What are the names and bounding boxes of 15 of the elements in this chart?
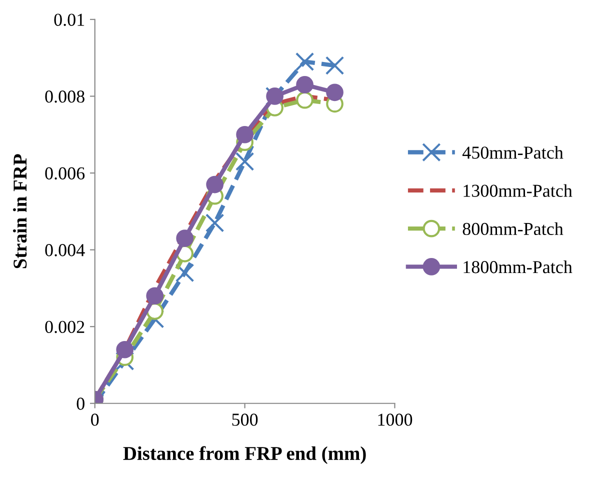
y-tick-label: 0 <box>76 398 84 410</box>
y-tick-label: 0.006 <box>45 167 85 180</box>
y-axis-title: Strain in FRP <box>12 154 27 268</box>
y-tick-label: 0.002 <box>45 320 84 334</box>
y-tick-label: 0.01 <box>54 14 84 26</box>
legend-label: 1300mm-Patch <box>464 184 572 197</box>
y-tick-label: 0.008 <box>45 90 84 103</box>
legend-label: 800mm-Patch <box>462 222 564 236</box>
legend-label: 450mm-Patch <box>462 146 564 159</box>
y-tick-label: 0.004 <box>45 244 85 256</box>
x-axis-title: Distance from FRP end (mm) <box>123 446 366 464</box>
x-tick-label: 0 <box>91 414 99 426</box>
x-tick-label: 500 <box>232 414 258 426</box>
legend-label: 1800mm-Patch <box>464 260 572 274</box>
x-tick-label: 1000 <box>378 414 412 426</box>
